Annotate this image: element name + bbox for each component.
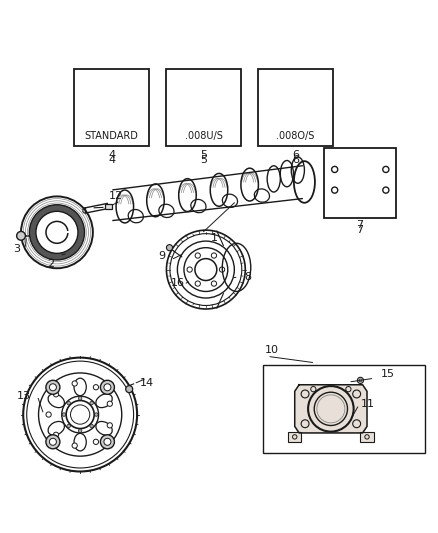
Bar <box>74 69 149 146</box>
Bar <box>360 432 374 442</box>
Text: 3: 3 <box>13 244 20 254</box>
Bar <box>166 69 241 146</box>
Circle shape <box>72 381 77 386</box>
Circle shape <box>62 413 66 416</box>
Circle shape <box>72 443 77 448</box>
Text: 6: 6 <box>292 155 299 165</box>
Text: 16: 16 <box>170 278 184 288</box>
Bar <box>324 148 396 219</box>
Text: 6: 6 <box>292 150 299 160</box>
Circle shape <box>90 401 93 405</box>
Text: 12: 12 <box>109 191 123 201</box>
Text: 10: 10 <box>265 345 279 355</box>
Circle shape <box>46 412 51 417</box>
Bar <box>258 69 333 146</box>
Circle shape <box>166 245 173 251</box>
Circle shape <box>107 423 113 428</box>
Circle shape <box>357 377 364 383</box>
Circle shape <box>104 384 111 391</box>
Text: 1: 1 <box>211 233 218 243</box>
Text: 5: 5 <box>200 155 207 165</box>
Text: 4: 4 <box>108 155 115 165</box>
Circle shape <box>126 386 133 393</box>
Circle shape <box>93 385 99 390</box>
Bar <box>263 365 425 453</box>
Circle shape <box>49 384 57 391</box>
Text: 2: 2 <box>47 260 54 269</box>
Ellipse shape <box>96 422 112 435</box>
Circle shape <box>359 379 362 382</box>
Text: 5: 5 <box>200 150 207 160</box>
Ellipse shape <box>96 394 112 408</box>
Circle shape <box>95 413 98 416</box>
Circle shape <box>49 438 57 445</box>
Circle shape <box>104 438 111 445</box>
Bar <box>288 432 301 442</box>
Circle shape <box>100 380 114 394</box>
Circle shape <box>90 424 93 428</box>
Circle shape <box>78 429 82 432</box>
Circle shape <box>29 205 85 260</box>
Circle shape <box>36 211 78 253</box>
Ellipse shape <box>74 378 86 395</box>
Text: 9: 9 <box>159 251 166 261</box>
Text: 15: 15 <box>381 369 395 379</box>
Ellipse shape <box>74 433 86 451</box>
Circle shape <box>78 397 82 400</box>
Text: 8: 8 <box>244 272 251 282</box>
Ellipse shape <box>48 394 64 408</box>
Text: 7: 7 <box>357 220 364 230</box>
Text: .008U/S: .008U/S <box>185 131 223 141</box>
Circle shape <box>107 401 113 406</box>
Ellipse shape <box>48 422 64 435</box>
Text: 13: 13 <box>17 391 31 401</box>
Text: 11: 11 <box>361 399 375 409</box>
Circle shape <box>46 435 60 449</box>
Circle shape <box>100 435 114 449</box>
Circle shape <box>53 432 59 438</box>
Polygon shape <box>295 385 367 433</box>
Circle shape <box>67 401 71 405</box>
Text: 14: 14 <box>140 377 154 387</box>
Bar <box>105 204 112 209</box>
Circle shape <box>93 439 99 445</box>
Circle shape <box>53 392 59 397</box>
Text: .008O/S: .008O/S <box>276 131 315 141</box>
Circle shape <box>17 231 25 240</box>
Text: 4: 4 <box>108 150 115 160</box>
Circle shape <box>67 424 71 428</box>
Circle shape <box>46 380 60 394</box>
Text: 7: 7 <box>356 225 363 235</box>
Text: STANDARD: STANDARD <box>85 131 139 141</box>
